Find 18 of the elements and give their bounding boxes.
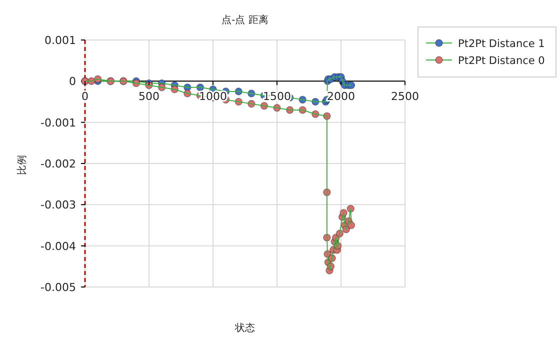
y-tick-label: 0.001 [44,34,76,47]
y-tick-label: -0.001 [40,116,76,130]
x-tick-label: 2000 [327,90,355,104]
y-tick-label: -0.004 [40,240,76,253]
y-tick-label: -0.005 [40,281,76,294]
x-tick-label: 1500 [263,90,291,104]
y-tick-label: 0 [69,75,76,88]
legend-label: Pt2Pt Distance 0 [458,55,545,67]
x-tick-label: 500 [138,90,160,104]
y-tick-label: -0.002 [40,158,76,170]
chart-title: 点-点 距离 [222,14,268,26]
x-tick-label: 2500 [391,90,419,104]
x-tick-label: 0 [82,90,88,104]
x-axis-title: 状态 [234,322,255,334]
x-tick-label: 1000 [199,90,227,104]
y-tick-label: -0.003 [40,198,76,212]
y-axis-title: 比例 [16,155,28,175]
legend-label: Pt2Pt Distance 1 [458,38,545,50]
